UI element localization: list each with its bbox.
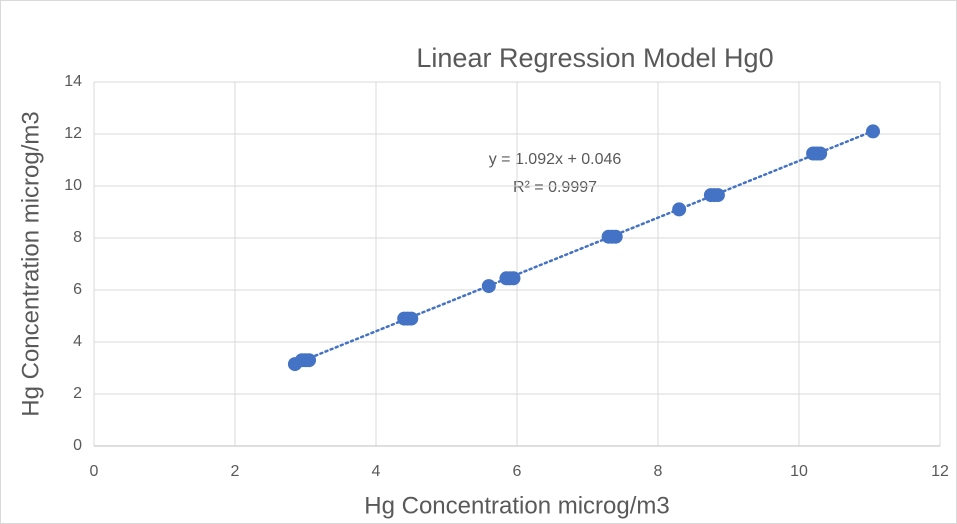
- y-tick-label: 6: [73, 281, 82, 298]
- data-point: [608, 229, 623, 244]
- x-tick-label: 8: [654, 463, 663, 480]
- y-tick-label: 2: [73, 385, 82, 402]
- y-tick-label: 14: [64, 73, 82, 90]
- y-tick-label: 10: [64, 177, 82, 194]
- data-point: [672, 202, 687, 217]
- x-tick-label: 10: [790, 463, 808, 480]
- data-point: [506, 271, 521, 286]
- trendline: [293, 129, 875, 366]
- data-point: [302, 353, 317, 368]
- y-tick-label: 8: [73, 229, 82, 246]
- data-point: [481, 279, 496, 294]
- data-point: [710, 188, 725, 203]
- y-tick-label: 12: [64, 125, 82, 142]
- x-tick-label: 6: [513, 463, 522, 480]
- y-tick-label: 4: [73, 333, 82, 350]
- x-axis-title: Hg Concentration microg/m3: [364, 492, 669, 519]
- x-tick-label: 12: [931, 463, 949, 480]
- x-tick-label: 2: [231, 463, 240, 480]
- data-point: [404, 311, 419, 326]
- chart-title: Linear Regression Model Hg0: [416, 43, 773, 73]
- trendline-r-squared: R² = 0.9997: [513, 179, 597, 196]
- data-point: [866, 124, 881, 139]
- x-tick-label: 0: [90, 463, 99, 480]
- x-tick-label: 4: [372, 463, 381, 480]
- y-axis-title: Hg Concentration microg/m3: [17, 111, 44, 416]
- trendline-equation: y = 1.092x + 0.046: [489, 151, 622, 168]
- y-tick-label: 0: [73, 437, 82, 454]
- data-point: [813, 146, 828, 161]
